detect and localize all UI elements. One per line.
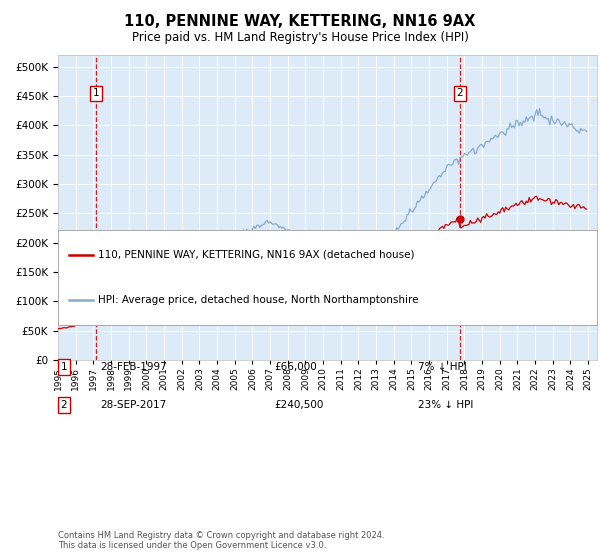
Text: £240,500: £240,500 xyxy=(274,400,323,410)
Text: 110, PENNINE WAY, KETTERING, NN16 9AX (detached house): 110, PENNINE WAY, KETTERING, NN16 9AX (d… xyxy=(98,250,415,260)
Text: 1: 1 xyxy=(61,362,67,372)
Text: 23% ↓ HPI: 23% ↓ HPI xyxy=(418,400,473,410)
Text: £66,000: £66,000 xyxy=(274,362,317,372)
Text: 28-SEP-2017: 28-SEP-2017 xyxy=(100,400,166,410)
Text: 28-FEB-1997: 28-FEB-1997 xyxy=(100,362,167,372)
Text: Contains HM Land Registry data © Crown copyright and database right 2024.
This d: Contains HM Land Registry data © Crown c… xyxy=(58,531,385,550)
Text: 2: 2 xyxy=(457,88,463,98)
Text: Price paid vs. HM Land Registry's House Price Index (HPI): Price paid vs. HM Land Registry's House … xyxy=(131,31,469,44)
Text: HPI: Average price, detached house, North Northamptonshire: HPI: Average price, detached house, Nort… xyxy=(98,295,419,305)
Text: 110, PENNINE WAY, KETTERING, NN16 9AX: 110, PENNINE WAY, KETTERING, NN16 9AX xyxy=(124,14,476,29)
Text: 7% ↓ HPI: 7% ↓ HPI xyxy=(418,362,467,372)
Text: 1: 1 xyxy=(93,88,100,98)
Text: 2: 2 xyxy=(61,400,67,410)
